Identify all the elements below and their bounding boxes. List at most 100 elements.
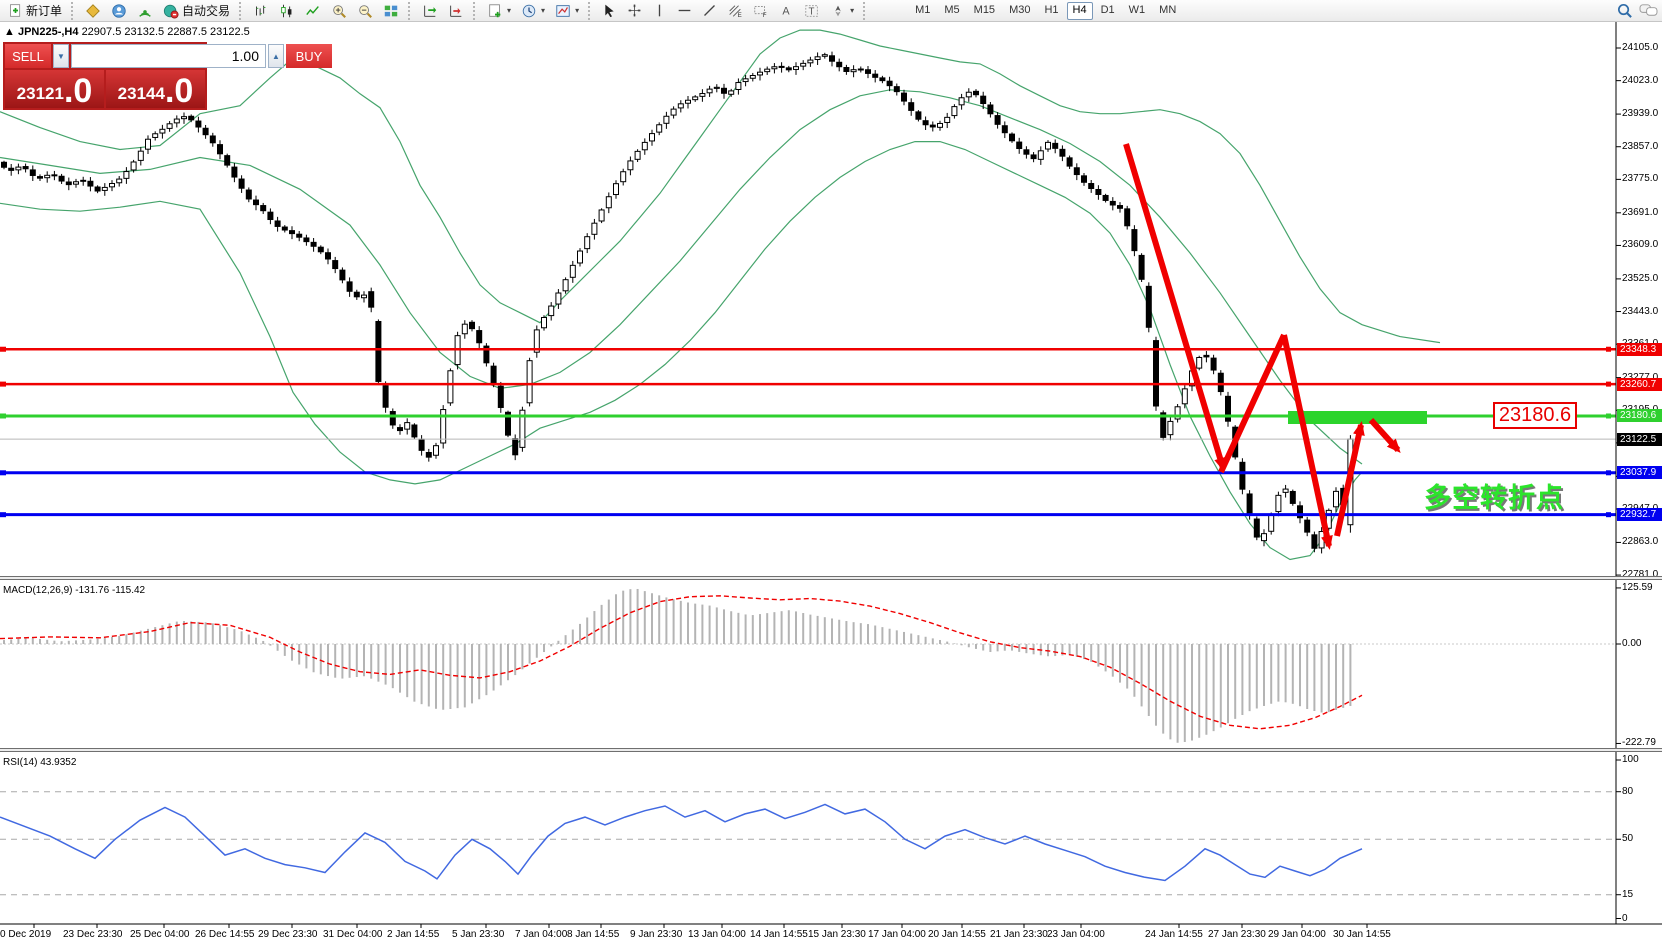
trendline-button[interactable] [698, 1, 721, 21]
time-axis-label: 15 Jan 23:30 [808, 929, 866, 940]
fibonacci-icon: E [729, 4, 742, 19]
timeframe-H4[interactable]: H4 [1066, 1, 1093, 20]
highlight-zone-bar[interactable] [1288, 410, 1427, 424]
trend-arrow[interactable] [1123, 143, 1226, 472]
periods-button[interactable]: ▾ [517, 1, 549, 21]
price-callout-box[interactable]: 23180.6 [1493, 402, 1577, 430]
line-handle[interactable] [1606, 470, 1611, 476]
chat-icon[interactable] [1639, 2, 1658, 19]
search-icon[interactable] [1616, 2, 1633, 19]
timeframe-MN[interactable]: MN [1159, 3, 1177, 16]
vertical-line-button[interactable] [648, 1, 671, 21]
line-handle[interactable] [0, 381, 6, 387]
time-axis-label: 24 Jan 14:55 [1145, 929, 1203, 940]
price-level-badge[interactable]: 23037.9 [1617, 466, 1662, 480]
price-level-badge[interactable]: 22932.7 [1617, 508, 1662, 522]
current-price-badge: 23122.5 [1617, 432, 1662, 446]
trend-arrow[interactable] [1281, 334, 1333, 550]
templates-button[interactable]: ▾ [551, 1, 583, 21]
line-handle[interactable] [1606, 381, 1611, 387]
price-level-badge[interactable]: 23180.6 [1617, 409, 1662, 423]
sell-price-frac: .0 [63, 72, 93, 110]
trend-arrow[interactable] [1218, 333, 1287, 474]
macd-tick-label: 125.59 [1622, 581, 1653, 593]
templates-icon [556, 4, 570, 17]
zoom-in-button[interactable] [327, 1, 351, 21]
channels-icon: F [754, 5, 767, 19]
price-level-badge[interactable]: 23260.7 [1617, 377, 1662, 391]
symbol-info-line[interactable]: ▲ JPN225-,H4 22907.5 23132.5 22887.5 231… [4, 26, 250, 38]
tile-windows-button[interactable] [379, 1, 403, 21]
community-button[interactable] [107, 1, 131, 21]
auto-scroll-button[interactable] [444, 1, 468, 21]
buy-button[interactable]: BUY [286, 44, 332, 68]
timeframe-M30[interactable]: M30 [1009, 3, 1031, 16]
timeframe-D1[interactable]: D1 [1100, 3, 1115, 16]
svg-text:T: T [809, 6, 815, 17]
horizontal-level-lines[interactable] [0, 346, 1616, 518]
line-handle[interactable] [1606, 512, 1611, 518]
collapse-arrow-icon[interactable]: ▲ [4, 26, 15, 38]
volume-decrease-button[interactable]: ▼ [53, 44, 69, 68]
channels-button[interactable]: F [749, 1, 773, 21]
line-handle[interactable] [0, 346, 6, 352]
time-axis-label: 7 Jan 04:00 [515, 929, 568, 940]
candlestick-chart-button[interactable] [275, 1, 299, 21]
new-chart-button[interactable]: ▾ [483, 1, 515, 21]
trend-arrow[interactable] [1334, 421, 1365, 537]
volume-input[interactable] [71, 44, 266, 68]
signals-button[interactable] [133, 1, 157, 21]
sell-price[interactable]: 23121.0 [5, 70, 104, 108]
time-axis-label: 0 Dec 2019 [0, 929, 52, 940]
cursor-button[interactable] [598, 1, 621, 21]
price-tick-label: 23775.0 [1622, 173, 1659, 185]
fibonacci-button[interactable]: E [723, 1, 747, 21]
chevron-down-icon: ▾ [507, 6, 512, 15]
time-axis-label: 23 Dec 23:30 [63, 929, 123, 940]
line-handle[interactable] [0, 470, 6, 476]
line-chart-button[interactable] [301, 1, 325, 21]
time-axis-label: 27 Jan 23:30 [1208, 929, 1266, 940]
new-order-label: 新订单 [26, 4, 63, 18]
turning-point-annotation[interactable]: 多空转折点 [1424, 483, 1564, 513]
chart-shift-button[interactable] [418, 1, 442, 21]
autotrading-button[interactable]: 自动交易 [159, 1, 234, 21]
autotrading-icon [163, 4, 179, 19]
crosshair-button[interactable] [623, 1, 646, 21]
pane-separator-macd[interactable] [0, 576, 1662, 580]
rsi-tick-label: 100 [1622, 754, 1639, 765]
text-label-button[interactable]: T [800, 1, 824, 21]
indicators-button[interactable] [81, 1, 105, 21]
volume-increase-button[interactable]: ▲ [268, 44, 284, 68]
price-tick-label: 22781.0 [1622, 569, 1659, 581]
new-order-button[interactable]: 新订单 [4, 1, 66, 21]
line-handle[interactable] [0, 413, 6, 419]
text-button[interactable]: A [775, 1, 798, 21]
toolbar-separator [588, 1, 593, 20]
timeframe-M5[interactable]: M5 [944, 3, 960, 16]
pane-separator-rsi[interactable] [0, 748, 1662, 752]
timeframe-W1[interactable]: W1 [1128, 3, 1146, 16]
price-level-badge[interactable]: 23348.3 [1617, 342, 1662, 356]
cursor-icon [605, 4, 614, 18]
arrows-button[interactable]: ▾ [826, 1, 858, 21]
buy-price[interactable]: 23144.0 [106, 70, 205, 108]
timeframe-M15[interactable]: M15 [973, 3, 996, 16]
line-handle[interactable] [1606, 413, 1611, 419]
trend-arrow-drawings[interactable] [1123, 143, 1401, 550]
horizontal-line-button[interactable] [673, 1, 696, 21]
line-handle[interactable] [0, 512, 6, 518]
timeframe-H1[interactable]: H1 [1044, 3, 1059, 16]
zoom-out-button[interactable] [353, 1, 377, 21]
macd-values: -131.76 -115.42 [75, 585, 146, 596]
trend-arrow[interactable] [1368, 417, 1401, 453]
line-handle[interactable] [1606, 346, 1611, 352]
sell-button[interactable]: SELL [5, 44, 51, 68]
symbol-name: JPN225-,H4 [17, 26, 79, 38]
timeframe-group: M1 M5 M15 M30 H1 H4 D1 W1 MN [909, 1, 1182, 20]
bar-chart-button[interactable] [249, 1, 273, 21]
time-axis-label: 20 Jan 14:55 [928, 929, 986, 940]
new-order-icon [10, 4, 21, 17]
timeframe-M1[interactable]: M1 [915, 3, 931, 16]
